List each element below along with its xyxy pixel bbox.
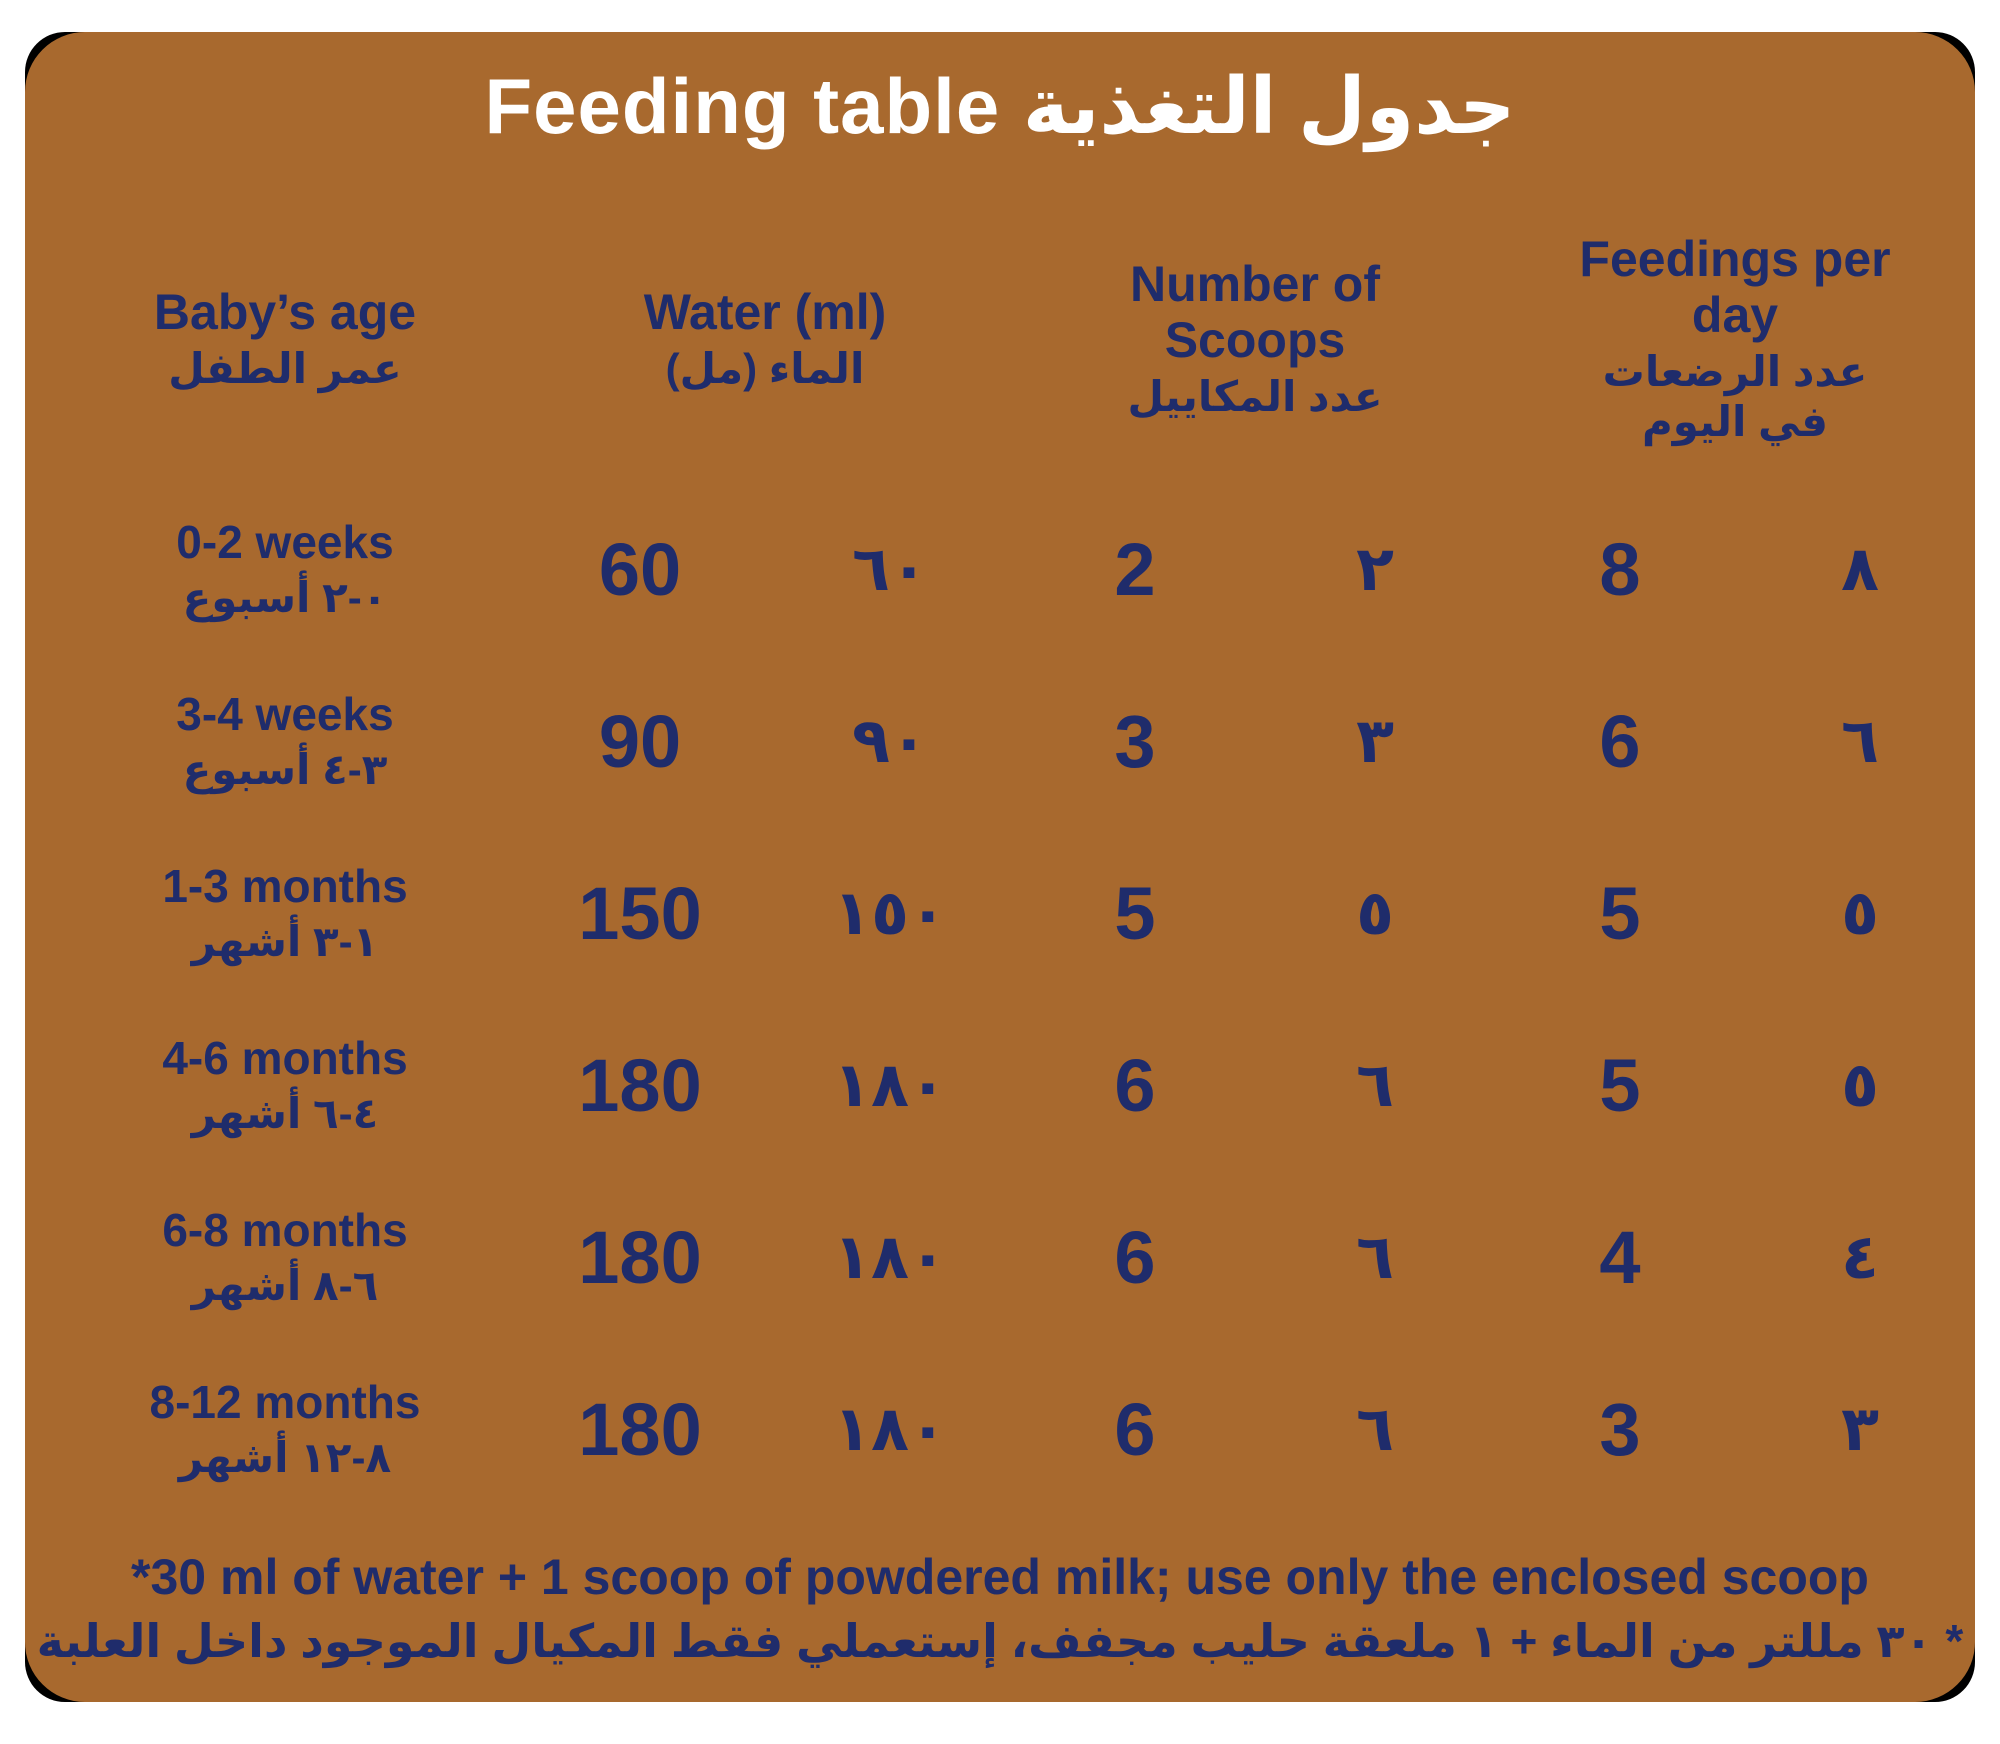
water-value: 180 <box>578 1215 702 1299</box>
age-cell: 0-2 weeks ٠-٢ أسبوع <box>55 484 515 656</box>
age-cell: 6-8 months ٦-٨ أشهر <box>55 1172 515 1344</box>
header-feedings-ar: عدد الرضعات في اليوم <box>1602 348 1868 445</box>
water-value: 180 <box>578 1387 702 1471</box>
header-babys-age-en: Baby’s age <box>153 283 417 340</box>
scoops-value: 6 <box>1114 1043 1156 1127</box>
age-ar: ٠-٢ أسبوع <box>182 573 388 621</box>
water-value-ar: ١٨٠ <box>833 1394 947 1464</box>
water-value: 180 <box>578 1043 702 1127</box>
age-cell: 3-4 weeks ٣-٤ أسبوع <box>55 656 515 828</box>
age-ar: ٨-١٢ أشهر <box>178 1433 392 1481</box>
scoops-value: 3 <box>1114 699 1156 783</box>
water-value: 150 <box>578 871 702 955</box>
feedings-value: 6 <box>1599 699 1641 783</box>
age-en: 4-6 months <box>162 1032 408 1085</box>
scoops-value-ar: ٦ <box>1356 1394 1394 1464</box>
footnote: *30 ml of water + 1 scoop of powdered mi… <box>25 1548 1975 1668</box>
age-en: 8-12 months <box>149 1376 421 1429</box>
age-en: 0-2 weeks <box>176 516 394 569</box>
feedings-value-ar: ٣ <box>1841 1394 1879 1464</box>
scoops-value: 6 <box>1114 1387 1156 1471</box>
scoops-value-ar: ٦ <box>1356 1050 1394 1120</box>
scoops-value-ar: ٣ <box>1356 706 1394 776</box>
header-feedings: Feedings per day عدد الرضعات في اليوم <box>1495 194 1975 484</box>
scoops-value: 5 <box>1114 871 1156 955</box>
feedings-value-ar: ٨ <box>1841 534 1879 604</box>
age-ar: ٦-٨ أشهر <box>191 1261 379 1309</box>
water-value: 60 <box>598 527 682 611</box>
water-value-ar: ١٥٠ <box>833 878 947 948</box>
scoops-value-ar: ٢ <box>1356 534 1394 604</box>
age-cell: 1-3 months ١-٣ أشهر <box>55 828 515 1000</box>
feeding-table: Baby’s age عمر الطفل Water (ml) الماء (م… <box>55 194 1975 1516</box>
age-ar: ٤-٦ أشهر <box>191 1089 379 1137</box>
feedings-value-ar: ٦ <box>1841 706 1879 776</box>
feedings-value: 5 <box>1599 871 1641 955</box>
scoops-value: 2 <box>1114 527 1156 611</box>
feedings-value-ar: ٥ <box>1841 878 1879 948</box>
age-ar: ١-٣ أشهر <box>191 917 379 965</box>
footnote-en: *30 ml of water + 1 scoop of powdered mi… <box>131 1548 1869 1605</box>
scoops-value-ar: ٦ <box>1356 1222 1394 1292</box>
header-scoops-ar: عدد المكاييل <box>1127 372 1383 420</box>
header-water-en: Water (ml) <box>643 283 887 340</box>
scoops-value-ar: ٥ <box>1356 878 1394 948</box>
footnote-ar: * ٣٠ مللتر من الماء + ١ ملعقة حليب مجفف،… <box>36 1614 1964 1667</box>
water-value: 90 <box>598 699 682 783</box>
feedings-value: 4 <box>1599 1215 1641 1299</box>
header-water: Water (ml) الماء (مل) <box>515 194 1015 484</box>
header-scoops: Number of Scoops عدد المكاييل <box>1015 194 1495 484</box>
age-cell: 8-12 months ٨-١٢ أشهر <box>55 1344 515 1516</box>
age-en: 3-4 weeks <box>176 688 394 741</box>
header-babys-age: Baby’s age عمر الطفل <box>55 194 515 484</box>
header-feedings-en: Feedings per day <box>1579 231 1891 344</box>
feeding-card: Feeding table جدول التغذية Baby’s age عم… <box>25 32 1975 1702</box>
water-value-ar: ١٨٠ <box>833 1050 947 1120</box>
age-en: 6-8 months <box>162 1204 408 1257</box>
feedings-value-ar: ٥ <box>1841 1050 1879 1120</box>
feedings-value: 5 <box>1599 1043 1641 1127</box>
age-cell: 4-6 months ٤-٦ أشهر <box>55 1000 515 1172</box>
water-value-ar: ٦٠ <box>852 534 928 604</box>
water-value-ar: ١٨٠ <box>833 1222 947 1292</box>
header-scoops-en: Number of Scoops <box>1130 255 1380 368</box>
header-water-ar: الماء (مل) <box>665 344 865 392</box>
header-babys-age-ar: عمر الطفل <box>168 344 402 392</box>
feedings-value: 8 <box>1599 527 1641 611</box>
scoops-value: 6 <box>1114 1215 1156 1299</box>
page-title: Feeding table جدول التغذية <box>484 62 1516 150</box>
age-ar: ٣-٤ أسبوع <box>182 745 388 793</box>
age-en: 1-3 months <box>162 860 408 913</box>
water-value-ar: ٩٠ <box>852 706 928 776</box>
feedings-value-ar: ٤ <box>1841 1222 1879 1292</box>
feedings-value: 3 <box>1599 1387 1641 1471</box>
